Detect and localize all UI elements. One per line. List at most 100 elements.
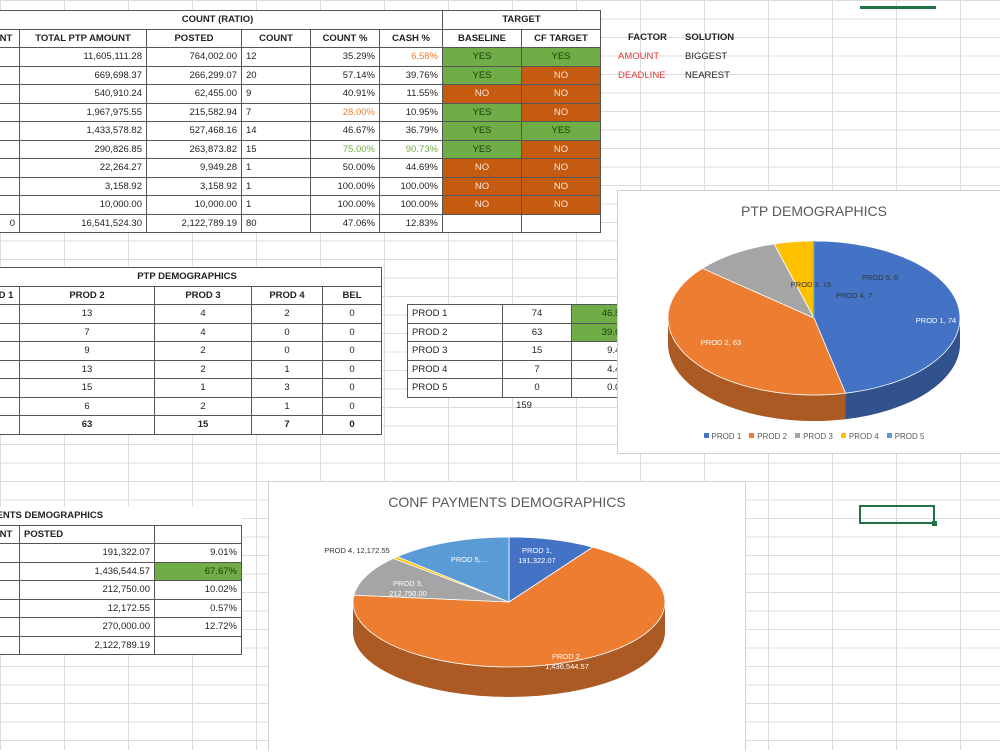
table-cell[interactable]: 0 (322, 396, 382, 416)
posted-cell[interactable]: 270,000.00 (19, 617, 155, 637)
table-cell[interactable]: 2 (154, 359, 252, 379)
cf-target-status-cell[interactable]: YES (521, 121, 601, 141)
row-label-cell[interactable] (0, 635, 20, 655)
pct-cell[interactable]: 12.72% (154, 617, 242, 637)
row-label-cell[interactable] (0, 617, 20, 637)
table-cell[interactable] (0, 415, 20, 435)
cash-pct-cell[interactable]: 36.79% (379, 121, 443, 141)
table-cell[interactable] (0, 304, 20, 324)
baseline-status-cell[interactable]: YES (442, 139, 522, 159)
table-cell[interactable]: 2 (154, 341, 252, 361)
row-label-cell[interactable] (0, 47, 20, 67)
cash-pct-cell[interactable]: 11.55% (379, 84, 443, 104)
table-cell[interactable]: 0 (322, 341, 382, 361)
cash-pct-cell[interactable]: 44.69% (379, 158, 443, 178)
table-cell[interactable] (0, 322, 20, 342)
table-cell[interactable] (0, 378, 20, 398)
baseline-status-cell[interactable] (442, 213, 522, 233)
count-cell[interactable]: 7 (241, 102, 311, 122)
prod-count-cell[interactable]: 74 (502, 304, 572, 324)
count-cell[interactable]: 20 (241, 65, 311, 85)
conf-payments-chart[interactable]: CONF PAYMENTS DEMOGRAPHICS PROD 1, 191,32… (268, 481, 746, 751)
baseline-status-cell[interactable]: NO (442, 158, 522, 178)
table-cell[interactable]: 0 (322, 359, 382, 379)
posted-cell[interactable]: 266,299.07 (146, 65, 242, 85)
count-pct-cell[interactable]: 35.29% (310, 47, 380, 67)
table-cell[interactable]: 0 (322, 415, 382, 435)
cash-pct-cell[interactable]: 100.00% (379, 195, 443, 215)
posted-cell[interactable]: 527,468.16 (146, 121, 242, 141)
table-cell[interactable]: 3 (251, 378, 323, 398)
count-pct-cell[interactable]: 46.67% (310, 121, 380, 141)
count-cell[interactable]: 15 (241, 139, 311, 159)
cf-target-status-cell[interactable]: NO (521, 102, 601, 122)
row-label-cell[interactable] (0, 102, 20, 122)
count-pct-cell[interactable]: 100.00% (310, 195, 380, 215)
count-cell[interactable]: 1 (241, 195, 311, 215)
table-cell[interactable]: 9 (19, 341, 155, 361)
table-cell[interactable]: 15 (154, 415, 252, 435)
prod-name-cell[interactable]: PROD 1 (407, 304, 503, 324)
total-ptp-amount-cell[interactable]: 1,967,975.55 (19, 102, 147, 122)
row-label-cell[interactable] (0, 139, 20, 159)
total-ptp-amount-cell[interactable]: 10,000.00 (19, 195, 147, 215)
posted-cell[interactable]: 212,750.00 (19, 580, 155, 600)
posted-cell[interactable]: 215,582.94 (146, 102, 242, 122)
cash-pct-cell[interactable]: 100.00% (379, 176, 443, 196)
solution-cell[interactable]: BIGGEST (685, 51, 728, 62)
row-label-cell[interactable] (0, 543, 20, 563)
table-cell[interactable]: 4 (154, 322, 252, 342)
row-label-cell[interactable] (0, 121, 20, 141)
cf-target-status-cell[interactable]: NO (521, 176, 601, 196)
table-cell[interactable]: 2 (154, 396, 252, 416)
factor-cell[interactable]: AMOUNT (618, 51, 660, 62)
prod-count-cell[interactable]: 63 (502, 322, 572, 342)
pie-slice-prod-3[interactable] (701, 243, 815, 319)
posted-cell[interactable]: 12,172.55 (19, 598, 155, 618)
table-cell[interactable]: 0 (322, 378, 382, 398)
cf-target-status-cell[interactable]: NO (521, 65, 601, 85)
table-cell[interactable]: 63 (19, 415, 155, 435)
selected-cell[interactable] (859, 505, 937, 526)
row-label-cell[interactable] (0, 84, 20, 104)
table-cell[interactable]: 15 (19, 378, 155, 398)
count-cell[interactable]: 9 (241, 84, 311, 104)
cf-target-status-cell[interactable]: YES (521, 47, 601, 67)
table-cell[interactable]: 6 (19, 396, 155, 416)
factor-cell[interactable]: DEADLINE (618, 69, 666, 81)
ptp-demographics-chart[interactable]: PTP DEMOGRAPHICS PROD 1, 74 PROD 2, 63 PRO… (617, 190, 1000, 454)
cash-pct-cell[interactable]: 12.83% (379, 213, 443, 233)
table-cell[interactable]: 0 (322, 304, 382, 324)
baseline-status-cell[interactable]: NO (442, 195, 522, 215)
pie-slice-prod-2[interactable] (352, 546, 666, 668)
prod-count-cell[interactable]: 0 (502, 378, 572, 398)
pct-cell[interactable]: 9.01% (154, 543, 242, 563)
count-pct-cell[interactable]: 57.14% (310, 65, 380, 85)
prod-count-cell[interactable]: 7 (502, 359, 572, 379)
table-cell[interactable]: 7 (19, 322, 155, 342)
count-pct-cell[interactable]: 50.00% (310, 158, 380, 178)
count-cell[interactable]: 1 (241, 158, 311, 178)
posted-cell[interactable]: 263,873.82 (146, 139, 242, 159)
prod-name-cell[interactable]: PROD 3 (407, 341, 503, 361)
posted-cell[interactable]: 9,949.28 (146, 158, 242, 178)
pie-slice-prod-1[interactable] (508, 536, 594, 603)
pie-slice-prod-1[interactable] (813, 240, 961, 394)
baseline-status-cell[interactable]: NO (442, 84, 522, 104)
total-ptp-amount-cell[interactable]: 540,910.24 (19, 84, 147, 104)
table-cell[interactable]: 13 (19, 359, 155, 379)
posted-cell[interactable]: 2,122,789.19 (146, 213, 242, 233)
baseline-status-cell[interactable]: YES (442, 47, 522, 67)
count-cell[interactable]: 80 (241, 213, 311, 233)
pct-cell[interactable]: 10.02% (154, 580, 242, 600)
table-cell[interactable] (0, 396, 20, 416)
table-cell[interactable]: 4 (154, 304, 252, 324)
total-ptp-amount-cell[interactable]: 290,826.85 (19, 139, 147, 159)
total-ptp-amount-cell[interactable]: 16,541,524.30 (19, 213, 147, 233)
table-cell[interactable]: 0 (251, 322, 323, 342)
cash-pct-cell[interactable]: 39.76% (379, 65, 443, 85)
baseline-status-cell[interactable]: YES (442, 102, 522, 122)
total-ptp-amount-cell[interactable]: 22,264.27 (19, 158, 147, 178)
row-label-cell[interactable] (0, 561, 20, 581)
prod-name-cell[interactable]: PROD 4 (407, 359, 503, 379)
